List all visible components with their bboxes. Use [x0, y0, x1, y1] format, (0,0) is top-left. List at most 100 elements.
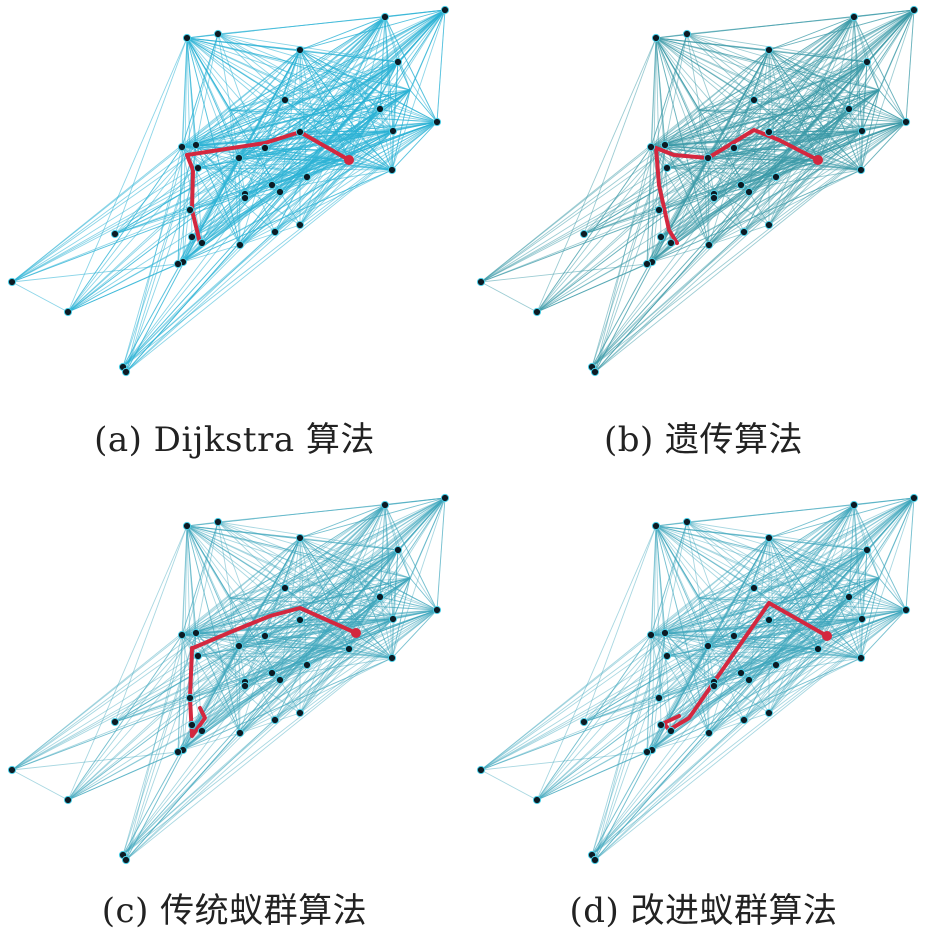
graph-edge: [788, 504, 855, 639]
graph-edge: [114, 632, 197, 723]
graph-edge: [848, 596, 907, 611]
graph-edge: [748, 549, 868, 681]
graph-edge: [244, 176, 308, 199]
graph-node: [764, 127, 774, 137]
graph-edge: [664, 632, 777, 666]
graph-node: [393, 57, 403, 67]
graph-edge: [775, 648, 819, 666]
graph-edge: [299, 497, 446, 714]
graph-edge: [392, 497, 446, 620]
graph-edge: [583, 609, 907, 723]
graph-edge: [740, 121, 907, 186]
graph-edge: [650, 549, 868, 636]
node-layer: [7, 493, 450, 865]
graph-edge: [670, 577, 880, 732]
graph-edge: [768, 16, 855, 226]
graph-edge: [186, 37, 197, 146]
graph-edge: [299, 618, 394, 621]
graph-edge: [182, 549, 399, 751]
panel-d: (d) 改进蚁群算法: [469, 468, 938, 935]
graph-edge: [271, 609, 438, 674]
graph-edge: [646, 191, 750, 265]
graph-edge: [182, 577, 411, 751]
graph-node: [260, 143, 270, 153]
graph-edge: [186, 521, 219, 527]
graph-edge: [713, 637, 790, 683]
graph-node: [662, 651, 672, 661]
graph-edge: [217, 33, 438, 123]
graph-edge: [122, 504, 386, 856]
graph-edge: [238, 537, 301, 647]
graph-edge: [217, 33, 331, 106]
graph-edge: [299, 537, 438, 611]
graph-edge: [299, 497, 446, 539]
graph-edge: [713, 596, 850, 687]
graph-node: [270, 715, 280, 725]
graph-edge: [817, 609, 907, 650]
graph-edge: [866, 9, 915, 63]
graph-c: [7, 493, 450, 865]
graph-edge: [646, 577, 880, 753]
graph-edge: [348, 577, 411, 650]
graph-edge: [650, 146, 862, 171]
graph-edge: [195, 549, 399, 634]
graph-edge: [195, 33, 219, 146]
graph-edge: [768, 577, 880, 714]
graph-edge: [768, 504, 855, 621]
graph-edge: [186, 525, 281, 681]
graph-edge: [299, 537, 399, 551]
graph-edge: [397, 497, 446, 551]
graph-edge: [536, 634, 652, 801]
graph-edge: [775, 577, 880, 666]
graph-edge: [480, 144, 666, 283]
graph-edge: [655, 525, 863, 620]
graph-edge: [861, 549, 868, 620]
graph-edge: [650, 634, 862, 659]
graph-edge: [177, 679, 281, 753]
graph-edge: [181, 537, 301, 636]
graph-node: [579, 717, 589, 727]
graph-edge: [536, 549, 868, 801]
graph-edge: [798, 592, 850, 598]
graph-edge: [238, 645, 393, 659]
graph-node: [532, 307, 542, 317]
graph-edge: [860, 577, 880, 659]
graph-edge: [848, 577, 880, 598]
graph-edge: [217, 521, 394, 620]
graph-edge: [284, 587, 438, 611]
graph-edge: [239, 609, 438, 734]
graph-node: [260, 631, 270, 641]
graph-edge: [239, 577, 411, 734]
graph-edge: [655, 525, 880, 579]
graph-edge: [853, 504, 868, 551]
graph-edge: [409, 89, 438, 123]
graph-edge: [768, 497, 915, 621]
graph-edge: [853, 504, 863, 620]
graph-node: [704, 240, 714, 250]
graph-node: [709, 193, 719, 203]
graph-edge: [182, 732, 241, 751]
graph-edge: [271, 104, 331, 186]
graph-edge: [384, 16, 411, 91]
graph-edge: [329, 592, 350, 650]
graph-edge: [733, 108, 850, 149]
graph-edge: [713, 648, 819, 687]
graph-edge: [189, 504, 386, 699]
graph-edge: [195, 549, 399, 634]
graph-edge: [125, 634, 183, 861]
graph-edge: [11, 49, 301, 283]
graph-edge: [655, 33, 688, 39]
graph-edge: [660, 577, 880, 726]
graph-edge: [299, 16, 386, 51]
graph-edge: [238, 587, 286, 647]
graph-node: [440, 493, 450, 503]
graph-node: [240, 681, 250, 691]
graph-edge: [182, 244, 241, 263]
graph-edge: [217, 504, 386, 523]
graph-edge: [114, 645, 240, 723]
graph-edge: [11, 632, 197, 771]
graph-edge: [279, 618, 394, 681]
graph-edge: [664, 618, 863, 634]
graph-edge: [817, 648, 862, 659]
graph-edge: [182, 144, 197, 263]
